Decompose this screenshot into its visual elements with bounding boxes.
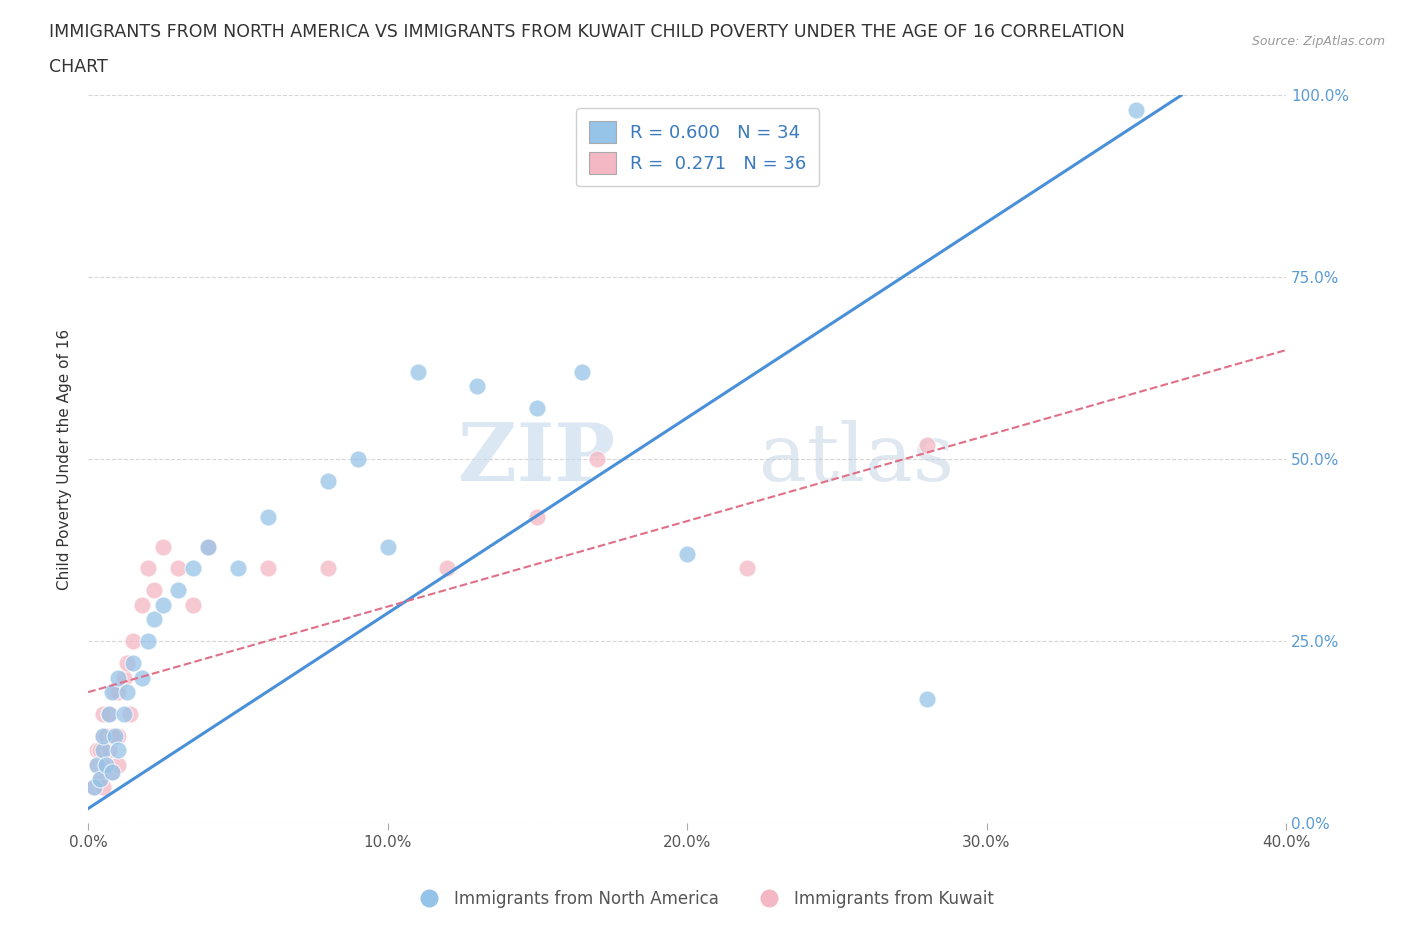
Point bbox=[467, 379, 489, 394]
Point bbox=[136, 633, 159, 648]
Point bbox=[104, 684, 127, 699]
Point bbox=[115, 656, 138, 671]
Text: Source: ZipAtlas.com: Source: ZipAtlas.com bbox=[1251, 35, 1385, 48]
Point bbox=[112, 707, 135, 722]
Point bbox=[152, 597, 174, 612]
Point bbox=[1125, 102, 1147, 117]
Point bbox=[98, 743, 121, 758]
Point bbox=[586, 452, 609, 467]
Legend: R = 0.600   N = 34, R =  0.271   N = 36: R = 0.600 N = 34, R = 0.271 N = 36 bbox=[576, 108, 820, 186]
Point bbox=[197, 539, 219, 554]
Point bbox=[98, 707, 121, 722]
Point bbox=[107, 671, 129, 685]
Point bbox=[94, 757, 117, 772]
Point bbox=[86, 743, 108, 758]
Point bbox=[104, 728, 127, 743]
Point bbox=[89, 772, 111, 787]
Text: IMMIGRANTS FROM NORTH AMERICA VS IMMIGRANTS FROM KUWAIT CHILD POVERTY UNDER THE : IMMIGRANTS FROM NORTH AMERICA VS IMMIGRA… bbox=[49, 23, 1125, 41]
Point bbox=[316, 561, 339, 576]
Text: atlas: atlas bbox=[759, 420, 955, 498]
Point bbox=[101, 728, 124, 743]
Point bbox=[83, 779, 105, 794]
Point bbox=[101, 684, 124, 699]
Point bbox=[256, 510, 278, 525]
Text: CHART: CHART bbox=[49, 58, 108, 75]
Point bbox=[571, 365, 593, 379]
Point bbox=[143, 583, 166, 598]
Point bbox=[83, 779, 105, 794]
Point bbox=[86, 757, 108, 772]
Point bbox=[316, 473, 339, 488]
Point bbox=[526, 401, 548, 416]
Point bbox=[143, 612, 166, 627]
Point bbox=[107, 757, 129, 772]
Point bbox=[181, 597, 204, 612]
Point bbox=[256, 561, 278, 576]
Point bbox=[101, 764, 124, 779]
Point bbox=[131, 597, 153, 612]
Point bbox=[915, 692, 938, 707]
Point bbox=[86, 757, 108, 772]
Point bbox=[94, 728, 117, 743]
Point bbox=[167, 583, 190, 598]
Point bbox=[122, 633, 145, 648]
Point bbox=[676, 547, 699, 562]
Y-axis label: Child Poverty Under the Age of 16: Child Poverty Under the Age of 16 bbox=[58, 328, 72, 590]
Point bbox=[89, 743, 111, 758]
Point bbox=[107, 728, 129, 743]
Point bbox=[107, 684, 129, 699]
Point bbox=[406, 365, 429, 379]
Point bbox=[115, 684, 138, 699]
Point bbox=[94, 757, 117, 772]
Point bbox=[98, 707, 121, 722]
Point bbox=[120, 707, 142, 722]
Point bbox=[91, 779, 114, 794]
Point bbox=[436, 561, 458, 576]
Point bbox=[131, 671, 153, 685]
Point bbox=[91, 728, 114, 743]
Point bbox=[91, 728, 114, 743]
Point bbox=[346, 452, 368, 467]
Point bbox=[915, 437, 938, 452]
Point bbox=[101, 764, 124, 779]
Text: ZIP: ZIP bbox=[458, 420, 616, 498]
Point bbox=[526, 510, 548, 525]
Point bbox=[181, 561, 204, 576]
Point bbox=[112, 671, 135, 685]
Point bbox=[91, 707, 114, 722]
Point bbox=[152, 539, 174, 554]
Point bbox=[197, 539, 219, 554]
Point bbox=[226, 561, 249, 576]
Point bbox=[377, 539, 399, 554]
Point bbox=[122, 656, 145, 671]
Point bbox=[735, 561, 758, 576]
Point bbox=[91, 743, 114, 758]
Legend: Immigrants from North America, Immigrants from Kuwait: Immigrants from North America, Immigrant… bbox=[405, 883, 1001, 914]
Point bbox=[167, 561, 190, 576]
Point bbox=[136, 561, 159, 576]
Point bbox=[107, 743, 129, 758]
Point bbox=[89, 772, 111, 787]
